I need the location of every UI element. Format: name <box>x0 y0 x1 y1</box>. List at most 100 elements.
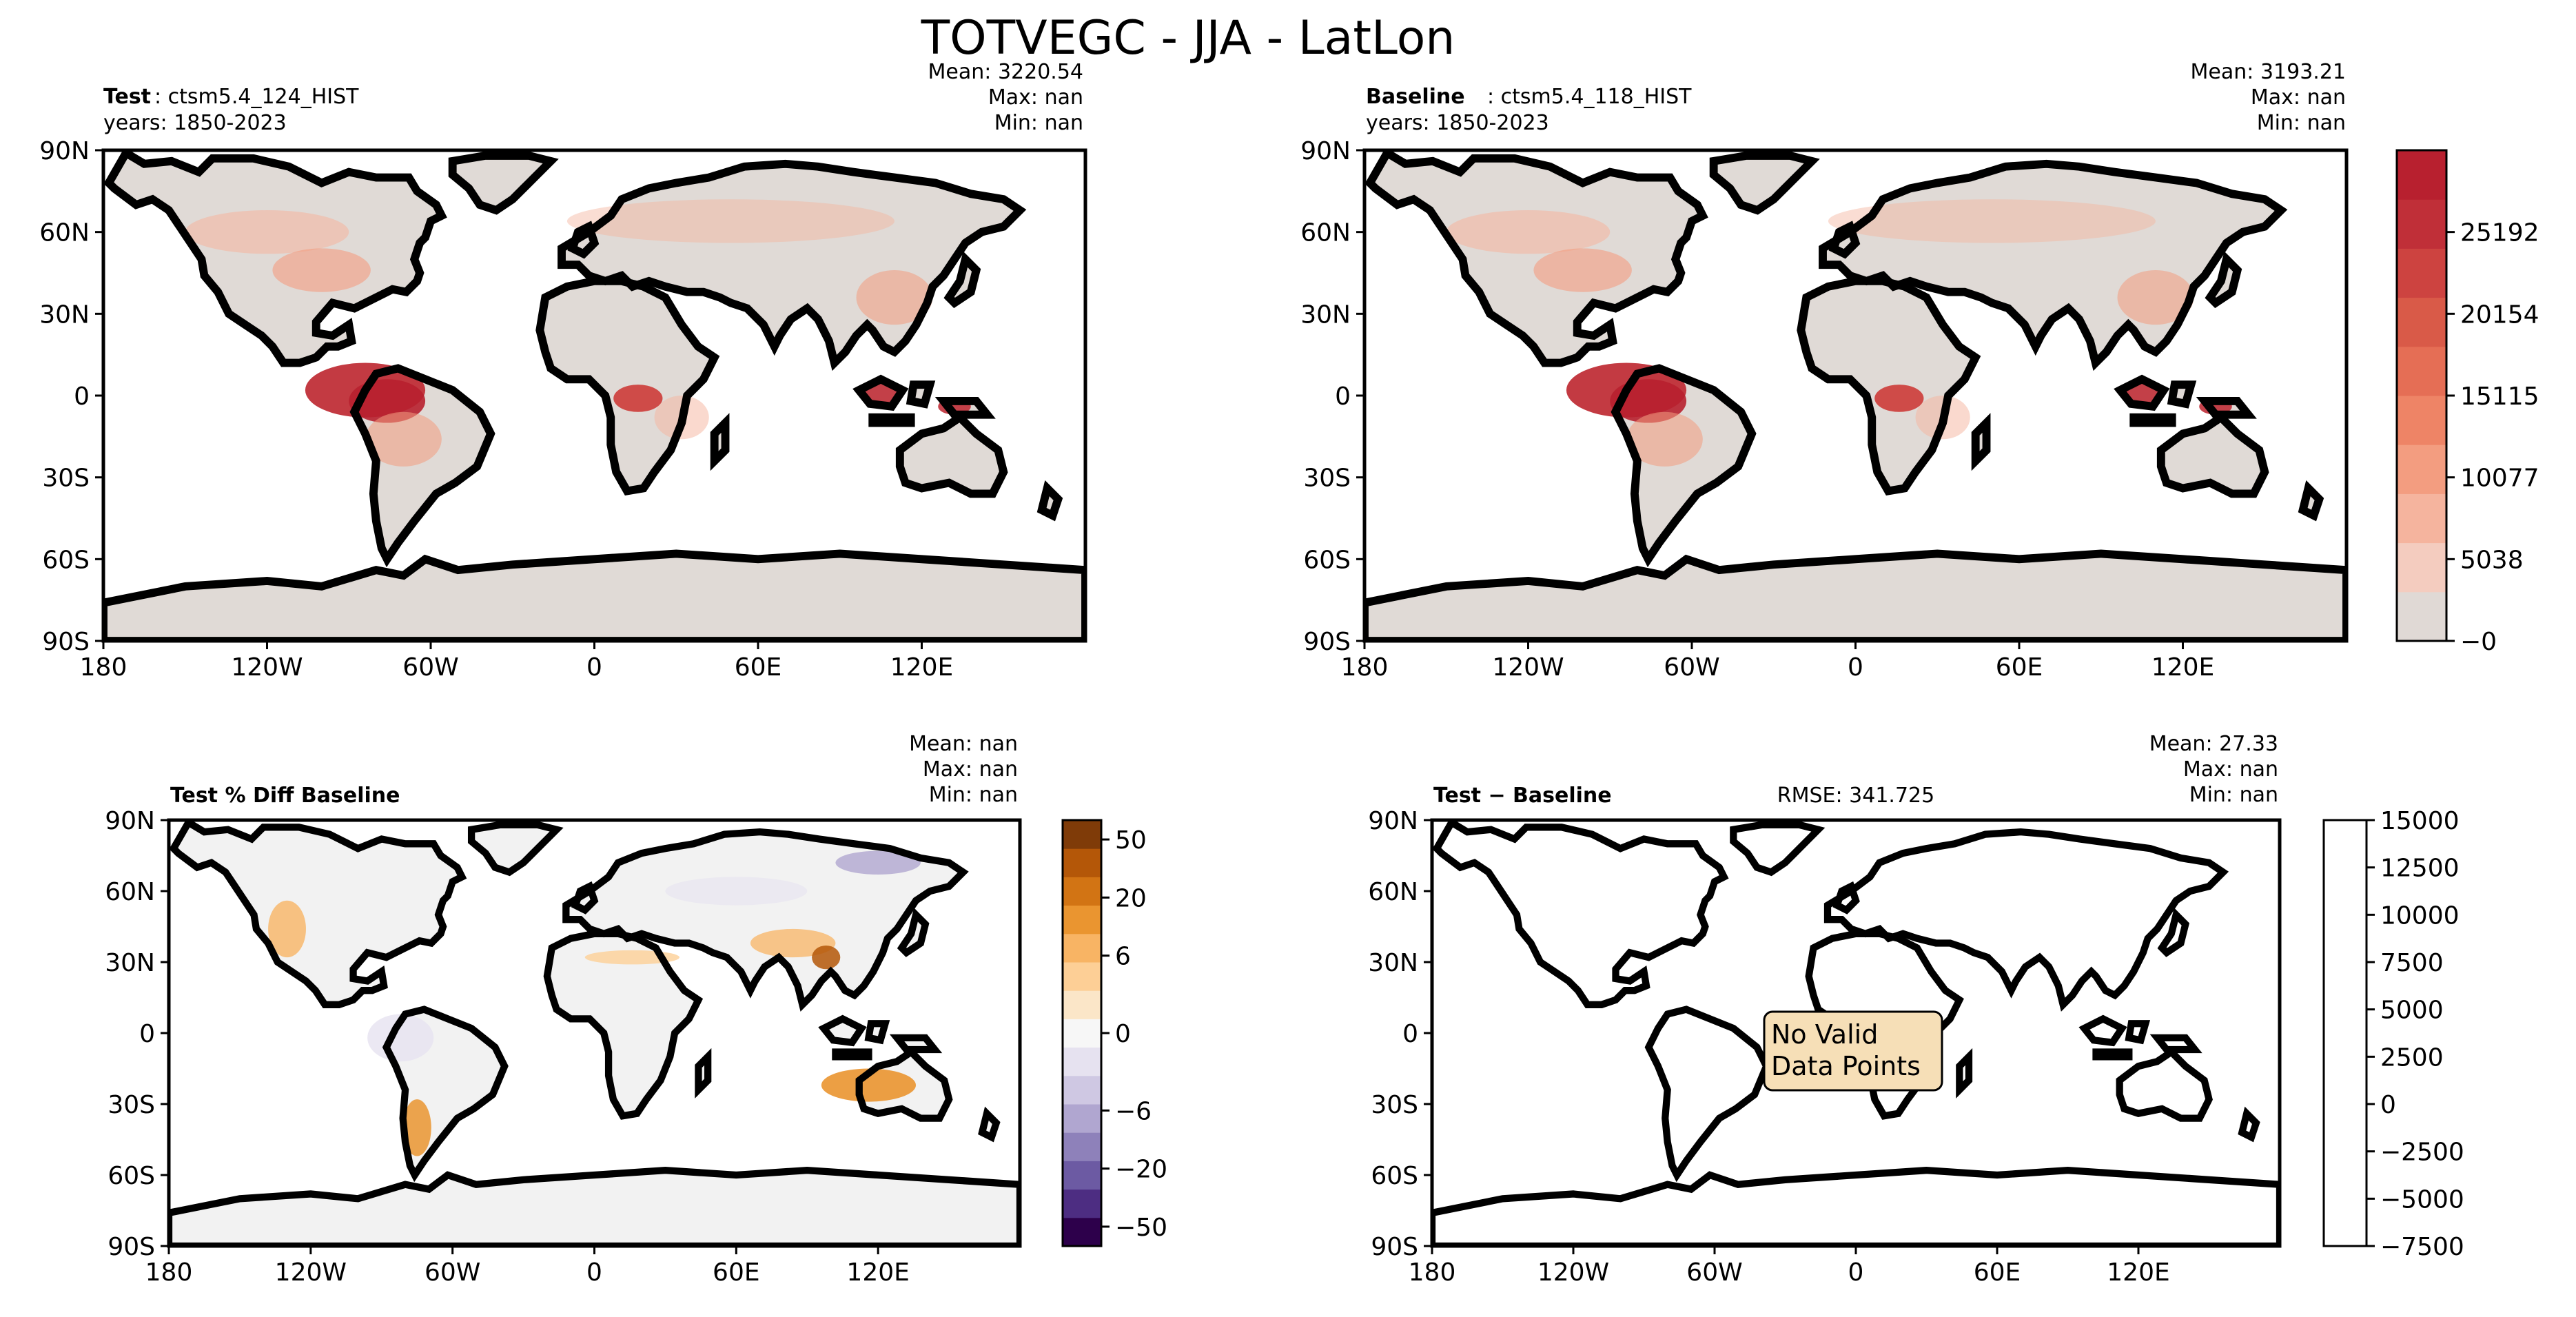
no-valid-data-box: No Valid Data Points <box>1763 1010 1943 1092</box>
lat-tick-label: 60N <box>105 878 155 906</box>
lat-tick-label: 90N <box>1368 807 1418 835</box>
data-patch <box>812 945 841 970</box>
data-patch <box>1533 248 1632 292</box>
colorbar-tick-label: 5000 <box>2380 997 2444 1025</box>
colorbar-segment <box>1063 820 1101 849</box>
data-patch <box>613 385 663 412</box>
lon-tick-label: 120W <box>231 653 303 682</box>
lat-tick-label: 60N <box>1368 878 1418 906</box>
lon-tick-label: 120W <box>1537 1258 1609 1287</box>
data-patch <box>1828 199 2156 243</box>
colorbar-tick-label: −20 <box>1115 1156 1167 1184</box>
colorbar-tick-label: 50 <box>1115 826 1147 855</box>
colorbar-segment <box>1063 1217 1101 1247</box>
baseline-mean: Mean: 3193.21 <box>2191 60 2346 84</box>
colorbar-tick-label: 0 <box>2380 1091 2396 1119</box>
colorbar-tick-label: 10077 <box>2460 464 2539 493</box>
colorbar-tick-label: 6 <box>1115 943 1131 971</box>
data-patch <box>821 1068 917 1102</box>
colorbar-tick-label: −5000 <box>2380 1185 2464 1214</box>
colorbar-tick-label: 5038 <box>2460 546 2524 574</box>
abs-diff-label: Test − Baseline <box>1433 784 1612 808</box>
lon-tick-label: 120E <box>2107 1258 2169 1287</box>
colorbar-tick-label: −50 <box>1115 1214 1167 1242</box>
colorbar-tick-label: −6 <box>1115 1097 1152 1125</box>
lon-tick-label: 60W <box>1686 1258 1742 1287</box>
value-colorbar: 25192 20154 15115 10077 5038 −0 <box>2395 149 2539 656</box>
lon-tick-label: 60E <box>713 1258 760 1287</box>
data-patch <box>1874 385 1924 412</box>
abs-diff-panel: Test − Baseline RMSE: 341.725 Mean: 27.3… <box>1368 732 2282 1287</box>
colorbar-segment <box>2397 493 2446 544</box>
pct-diff-colorbar: 50 20 6 0 −6 −20 −50 <box>1061 819 1167 1247</box>
lon-tick-label: 0 <box>586 1258 602 1287</box>
pct-diff-map <box>169 822 1020 1246</box>
pct-diff-mean: Mean: nan <box>909 732 1018 756</box>
colorbar-segment <box>2397 150 2446 200</box>
pct-diff-label: Test % Diff Baseline <box>170 784 400 808</box>
colorbar-segment <box>1063 1019 1101 1048</box>
abs-diff-min: Min: nan <box>2189 783 2278 807</box>
lat-tick-label: 60N <box>39 219 90 247</box>
lon-tick-label: 180 <box>145 1258 193 1287</box>
test-map <box>103 153 1085 641</box>
baseline-case-name: : ctsm5.4_118_HIST <box>1487 85 1692 109</box>
lat-tick-label: 30S <box>1303 464 1351 493</box>
colorbar-tick-label: 25192 <box>2460 219 2539 247</box>
colorbar-segment <box>2397 591 2446 642</box>
lon-tick-label: 180 <box>1341 653 1389 682</box>
lat-tick-label: 60S <box>42 546 90 574</box>
colorbar-tick-label: −7500 <box>2380 1233 2464 1261</box>
data-patch <box>750 928 836 958</box>
no-valid-line2: Data Points <box>1771 1051 1921 1081</box>
lon-tick-label: 120E <box>2151 653 2214 682</box>
pct-diff-panel: Test % Diff Baseline Mean: nan Max: nan … <box>105 732 1022 1287</box>
lat-tick-label: 90S <box>108 1233 155 1261</box>
lon-tick-label: 180 <box>1409 1258 1456 1287</box>
baseline-years: years: 1850-2023 <box>1366 111 1549 135</box>
abs-diff-mean: Mean: 27.33 <box>2149 732 2278 756</box>
colorbar-segment <box>1063 1075 1101 1105</box>
colorbar-segment <box>1063 933 1101 963</box>
colorbar-tick-label: 10000 <box>2380 901 2460 930</box>
colorbar-segment <box>1063 1189 1101 1218</box>
lon-tick-label: 60E <box>1996 653 2043 682</box>
colorbar-tick-label: 20 <box>1115 884 1147 912</box>
data-patch <box>402 1099 431 1156</box>
lat-tick-label: 60N <box>1300 219 1351 247</box>
colorbar-tick-label: 7500 <box>2380 949 2444 977</box>
lon-tick-label: 60E <box>735 653 782 682</box>
data-patch <box>566 199 895 243</box>
colorbar-tick-label: −2500 <box>2380 1139 2464 1167</box>
colorbar-tick-label: 12500 <box>2380 855 2460 883</box>
colorbar-segment <box>1063 1104 1101 1133</box>
abs-diff-rmse: RMSE: 341.725 <box>1777 784 1934 808</box>
data-patch <box>2117 270 2194 325</box>
data-patch <box>665 877 808 906</box>
abs-diff-max: Max: nan <box>2183 757 2278 782</box>
colorbar-tick-label: 2500 <box>2380 1043 2444 1072</box>
colorbar-tick-label: 15000 <box>2380 807 2460 835</box>
test-years: years: 1850-2023 <box>103 111 287 135</box>
lon-tick-label: 120W <box>275 1258 347 1287</box>
lon-tick-label: 0 <box>1848 1258 1864 1287</box>
test-max: Max: nan <box>988 85 1083 110</box>
lat-tick-label: 30N <box>39 300 90 329</box>
pct-diff-max: Max: nan <box>923 757 1018 782</box>
lat-tick-label: 90N <box>105 807 155 835</box>
colorbar-tick-label: −0 <box>2460 628 2497 656</box>
lat-tick-label: 60S <box>1303 546 1351 574</box>
colorbar-segment <box>1063 905 1101 935</box>
lat-tick-label: 0 <box>74 382 90 411</box>
colorbar-segment <box>1063 1132 1101 1161</box>
data-patch <box>835 850 921 875</box>
colorbar-segment <box>1063 848 1101 877</box>
colorbar-tick-label: 15115 <box>2460 382 2539 411</box>
data-patch <box>365 411 442 467</box>
colorbar-segment <box>2397 346 2446 396</box>
colorbar-frame <box>2322 819 2368 1247</box>
lat-tick-label: 30N <box>105 949 155 977</box>
